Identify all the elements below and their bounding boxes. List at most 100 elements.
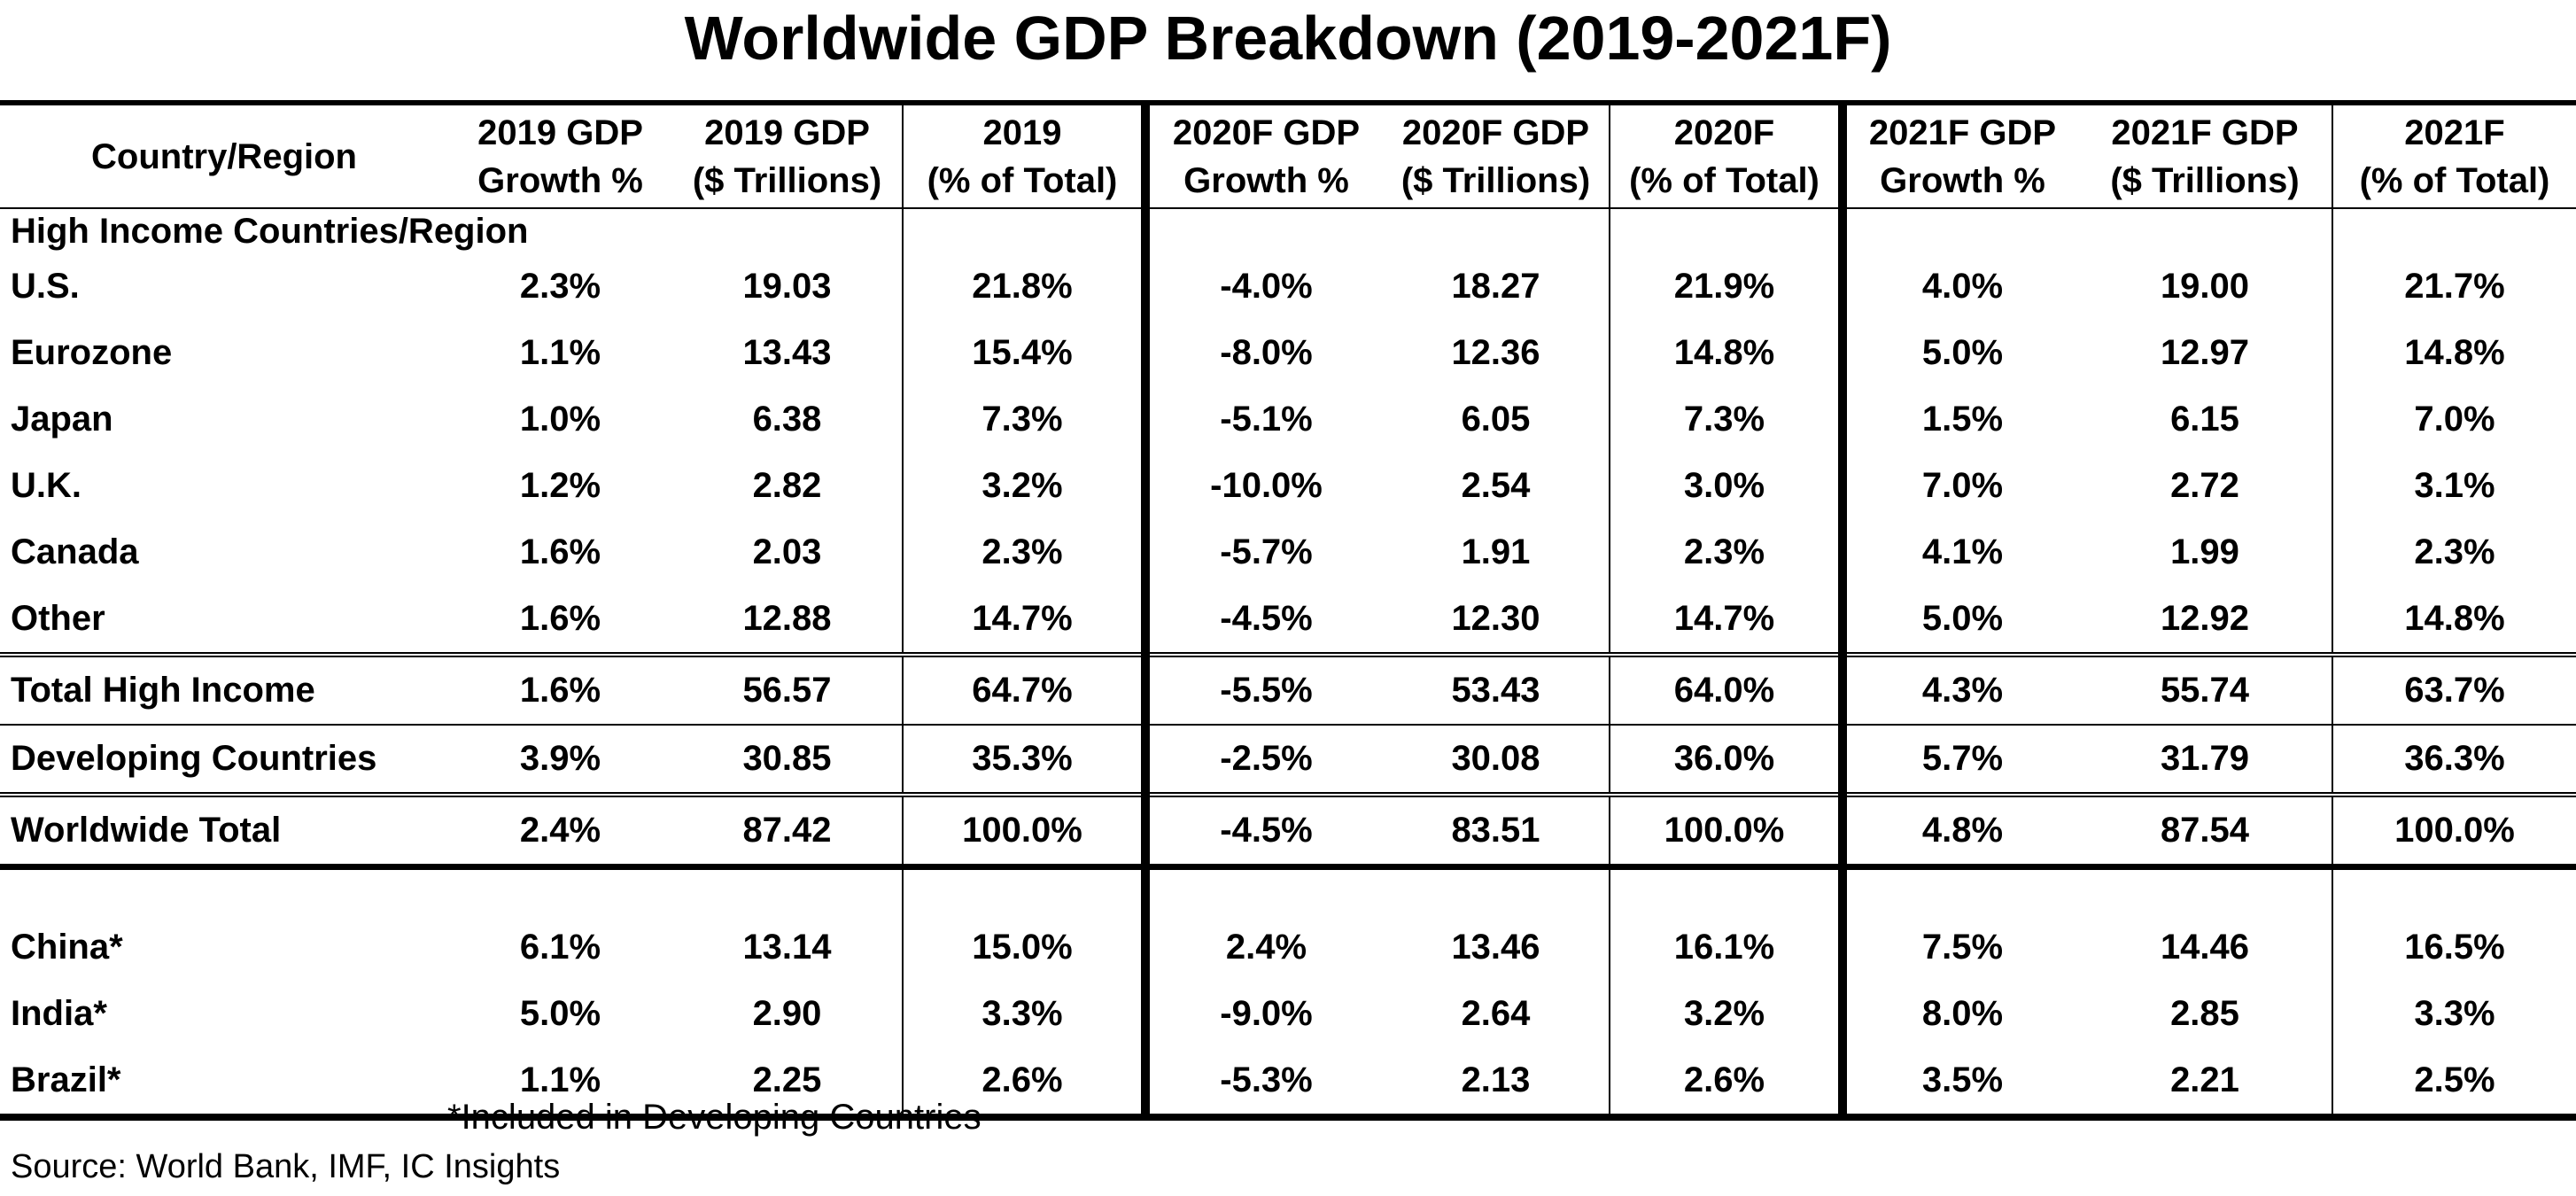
cell: 2.6% xyxy=(1609,1047,1843,1121)
cell: 7.3% xyxy=(1609,386,1843,453)
cell: 31.79 xyxy=(2078,724,2332,795)
cell: 2.54 xyxy=(1461,466,1531,505)
cell: 12.30 xyxy=(1451,599,1540,638)
header-2021f-share: 2021F (% of Total) xyxy=(2332,103,2576,209)
cell: 4.3% xyxy=(1838,652,2078,725)
cell: 64.7% xyxy=(902,652,1145,725)
cell: 2.13 xyxy=(1383,1047,1610,1121)
table-row: Brazil* 1.1% 2.25 2.6% -5.3% 2.13 2.6% 3… xyxy=(0,1047,2576,1121)
cell: 13.14 xyxy=(742,928,832,967)
cell: 1.91 xyxy=(1461,532,1531,571)
cell: 87.42 xyxy=(672,792,903,867)
header-country-region: Country/Region xyxy=(0,103,448,209)
row-label: Canada xyxy=(11,532,139,571)
table-row: Eurozone 1.1% 13.43 15.4% -8.0% 12.36 14… xyxy=(0,320,2576,386)
cell: 5.7% xyxy=(1838,724,2078,795)
cell: 3.1% xyxy=(2332,453,2576,519)
row-label: U.K. xyxy=(11,466,81,505)
cell: 4.1% xyxy=(1838,519,2078,586)
cell: 6.38 xyxy=(752,400,822,439)
cell: 5.0% xyxy=(519,994,601,1033)
cell: 1.6% xyxy=(519,532,601,571)
header-2019-trillions: 2019 GDP ($ Trillions) xyxy=(672,103,903,209)
cell: 13.46 xyxy=(1451,928,1540,967)
row-label: Japan xyxy=(11,400,113,439)
cell: 5.0% xyxy=(1838,320,2078,386)
cell: 5.0% xyxy=(1838,586,2078,655)
cell: 2.5% xyxy=(2332,1047,2576,1121)
cell: 87.54 xyxy=(2078,792,2332,867)
cell: 2.64 xyxy=(1461,994,1531,1033)
row-label: Brazil* xyxy=(0,1047,448,1121)
row-label: China* xyxy=(11,928,123,967)
source-note: Source: World Bank, IMF, IC Insights xyxy=(11,1148,561,1185)
cell: 6.05 xyxy=(1461,400,1531,439)
table-row: Japan 1.0% 6.38 7.3% -5.1% 6.05 7.3% 1.5… xyxy=(0,386,2576,453)
cell: -5.3% xyxy=(1141,1047,1383,1121)
cell: 2.21 xyxy=(2078,1047,2332,1121)
cell: -5.7% xyxy=(1141,519,1383,586)
cell: 13.43 xyxy=(742,333,832,372)
header-2020f-share: 2020F (% of Total) xyxy=(1609,103,1843,209)
cell: -4.5% xyxy=(1141,586,1383,655)
cell: 18.27 xyxy=(1451,267,1540,306)
cell: 12.88 xyxy=(742,599,832,638)
cell: 3.9% xyxy=(448,724,672,795)
cell: 8.0% xyxy=(1838,981,2078,1047)
cell: 19.00 xyxy=(2160,267,2250,306)
page-title: Worldwide GDP Breakdown (2019-2021F) xyxy=(684,4,1892,73)
section-label: High Income Countries/Region xyxy=(11,212,529,251)
cell: 2.85 xyxy=(2170,994,2239,1033)
cell: -4.5% xyxy=(1141,792,1383,867)
header-2021f-growth: 2021F GDP Growth % xyxy=(1838,103,2078,209)
row-label: Worldwide Total xyxy=(0,792,448,867)
cell: 56.57 xyxy=(672,652,903,725)
cell: 16.5% xyxy=(2332,914,2576,981)
cell: 15.0% xyxy=(902,914,1145,981)
cell: 100.0% xyxy=(902,792,1145,867)
cell: 7.0% xyxy=(2332,386,2576,453)
cell: 2.82 xyxy=(752,466,822,505)
cell: 19.03 xyxy=(742,267,832,306)
table-row: China* 6.1% 13.14 15.0% 2.4% 13.46 16.1%… xyxy=(0,914,2576,981)
cell: -10.0% xyxy=(1141,453,1383,519)
cell: 14.8% xyxy=(1609,320,1843,386)
cell: 14.8% xyxy=(2332,320,2576,386)
cell: 2.90 xyxy=(752,994,822,1033)
cell: 30.85 xyxy=(672,724,903,795)
cell: 6.15 xyxy=(2170,400,2239,439)
cell: -8.0% xyxy=(1141,320,1383,386)
cell: 21.9% xyxy=(1609,253,1843,320)
header-row: Country/Region 2019 GDP Growth % 2019 GDP… xyxy=(0,103,2576,209)
table-row-developing: Developing Countries 3.9% 30.85 35.3% -2… xyxy=(0,724,2576,795)
cell: 35.3% xyxy=(902,724,1145,795)
cell: 14.8% xyxy=(2332,586,2576,655)
cell: 2.6% xyxy=(902,1047,1145,1121)
cell: 2.3% xyxy=(2332,519,2576,586)
cell: 12.97 xyxy=(2160,333,2250,372)
cell: 3.5% xyxy=(1838,1047,2078,1121)
table-row: Other 1.6% 12.88 14.7% -4.5% 12.30 14.7%… xyxy=(0,586,2576,655)
cell: 64.0% xyxy=(1609,652,1843,725)
header-2020f-growth: 2020F GDP Growth % xyxy=(1141,103,1383,209)
cell: 1.99 xyxy=(2170,532,2239,571)
cell: 63.7% xyxy=(2332,652,2576,725)
cell: 30.08 xyxy=(1383,724,1610,795)
cell: 55.74 xyxy=(2078,652,2332,725)
cell: -5.1% xyxy=(1141,386,1383,453)
cell: 4.0% xyxy=(1838,253,2078,320)
cell: 21.8% xyxy=(902,253,1145,320)
row-label: India* xyxy=(11,994,107,1033)
cell: 3.3% xyxy=(2332,981,2576,1047)
cell: 14.7% xyxy=(902,586,1145,655)
cell: -9.0% xyxy=(1141,981,1383,1047)
cell: 53.43 xyxy=(1383,652,1610,725)
header-2020f-trillions: 2020F GDP ($ Trillions) xyxy=(1383,103,1610,209)
row-label: Developing Countries xyxy=(0,724,448,795)
cell: 15.4% xyxy=(902,320,1145,386)
cell: 3.2% xyxy=(902,453,1145,519)
cell: 2.3% xyxy=(902,519,1145,586)
cell: 3.3% xyxy=(902,981,1145,1047)
cell: -4.0% xyxy=(1141,253,1383,320)
header-2019-share: 2019 (% of Total) xyxy=(902,103,1145,209)
